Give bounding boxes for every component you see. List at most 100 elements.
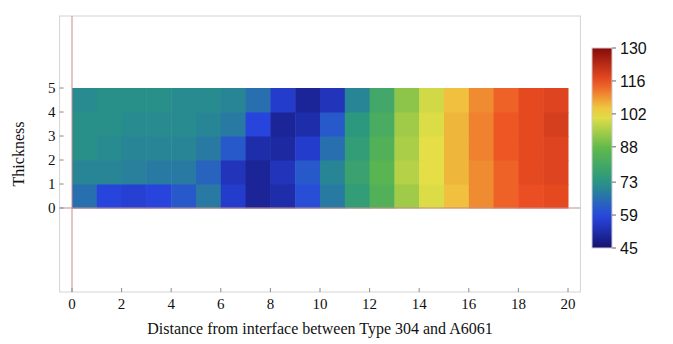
x-zero-line	[60, 208, 581, 209]
heat-cell	[122, 88, 147, 113]
heat-cell	[518, 160, 543, 185]
colorbar-tick-label: 102	[620, 106, 647, 123]
heat-cell	[543, 112, 568, 137]
heat-cell	[370, 184, 395, 209]
heat-cell	[518, 184, 543, 209]
x-tick-label: 20	[561, 296, 576, 312]
heat-cell	[146, 88, 171, 113]
heat-cell	[444, 88, 469, 113]
heat-cell	[97, 160, 122, 185]
colorbar-tick-label: 130	[620, 40, 647, 57]
heat-cell	[394, 112, 419, 137]
heat-cell	[494, 184, 519, 209]
heat-cell	[345, 160, 370, 185]
heat-cell	[97, 184, 122, 209]
y-tick-label: 1	[48, 176, 56, 192]
heat-cell	[295, 184, 320, 209]
heat-cell	[345, 184, 370, 209]
heat-cell	[97, 88, 122, 113]
heat-cell	[171, 160, 196, 185]
heat-cell	[196, 160, 221, 185]
x-tick-label: 0	[68, 296, 76, 312]
x-tick	[419, 288, 420, 292]
y-tick-label: 4	[48, 104, 56, 120]
heat-cell	[345, 88, 370, 113]
y-tick-label: 5	[48, 80, 56, 96]
heat-cell	[221, 136, 246, 161]
heat-cell	[221, 112, 246, 137]
heat-cell	[270, 184, 295, 209]
x-tick	[320, 288, 321, 292]
heat-cell	[146, 160, 171, 185]
x-tick	[72, 288, 73, 292]
heat-cell	[171, 136, 196, 161]
colorbar-tick	[612, 80, 616, 81]
heat-cell	[518, 112, 543, 137]
heat-cell	[543, 160, 568, 185]
x-axis-title: Distance from interface between Type 304…	[147, 320, 493, 338]
y-tick	[60, 160, 64, 161]
x-tick-label: 12	[362, 296, 377, 312]
colorbar-tick	[612, 48, 616, 49]
heat-cell	[370, 136, 395, 161]
heat-cell	[518, 88, 543, 113]
heat-cell	[270, 136, 295, 161]
heat-cell	[196, 184, 221, 209]
heat-cell	[72, 88, 97, 113]
heat-cell	[543, 136, 568, 161]
heat-cell	[394, 160, 419, 185]
colorbar-tick-label: 116	[620, 73, 646, 90]
heat-cell	[72, 160, 97, 185]
y-zero-line	[72, 16, 73, 292]
heat-cell	[320, 88, 345, 113]
colorbar-tick-label: 88	[620, 139, 638, 156]
heat-cell	[419, 112, 444, 137]
y-tick-label: 0	[48, 200, 56, 216]
heat-cell	[171, 88, 196, 113]
cells	[72, 88, 569, 209]
x-tick-label: 14	[412, 296, 428, 312]
heat-cell	[419, 160, 444, 185]
heat-cell	[320, 184, 345, 209]
heat-cell	[320, 112, 345, 137]
heat-cell	[270, 88, 295, 113]
heat-cell	[171, 184, 196, 209]
heat-cell	[370, 88, 395, 113]
heat-cell	[122, 184, 147, 209]
y-tick-label: 2	[48, 152, 56, 168]
heat-cell	[97, 112, 122, 137]
heat-cell	[72, 184, 97, 209]
heat-cell	[494, 112, 519, 137]
heat-cell	[270, 112, 295, 137]
heat-cell	[469, 112, 494, 137]
heat-cell	[246, 88, 271, 113]
x-tick	[270, 288, 271, 292]
x-tick-label: 6	[217, 296, 225, 312]
heat-cell	[246, 160, 271, 185]
heat-cell	[171, 112, 196, 137]
x-tick-label: 18	[511, 296, 526, 312]
y-tick	[60, 184, 64, 185]
heat-cell	[320, 160, 345, 185]
x-tick-label: 2	[118, 296, 126, 312]
heat-cell	[295, 112, 320, 137]
x-tick	[568, 288, 569, 292]
x-tick-label: 4	[167, 296, 175, 312]
x-tick	[220, 288, 221, 292]
y-tick	[60, 136, 64, 137]
heat-cell	[72, 136, 97, 161]
y-axis-title: Thickness	[10, 122, 27, 187]
heat-cell	[295, 88, 320, 113]
heat-cell	[270, 160, 295, 185]
heat-cell	[221, 88, 246, 113]
heat-cell	[419, 88, 444, 113]
heat-cell	[518, 136, 543, 161]
heat-cell	[146, 112, 171, 137]
x-tick	[518, 288, 519, 292]
chart: 02468101214161820012345Distance from int…	[0, 0, 673, 344]
heat-cell	[494, 160, 519, 185]
heat-cell	[543, 184, 568, 209]
heat-cell	[295, 160, 320, 185]
colorbar-tick-label: 45	[620, 240, 638, 257]
x-tick-label: 16	[461, 296, 477, 312]
